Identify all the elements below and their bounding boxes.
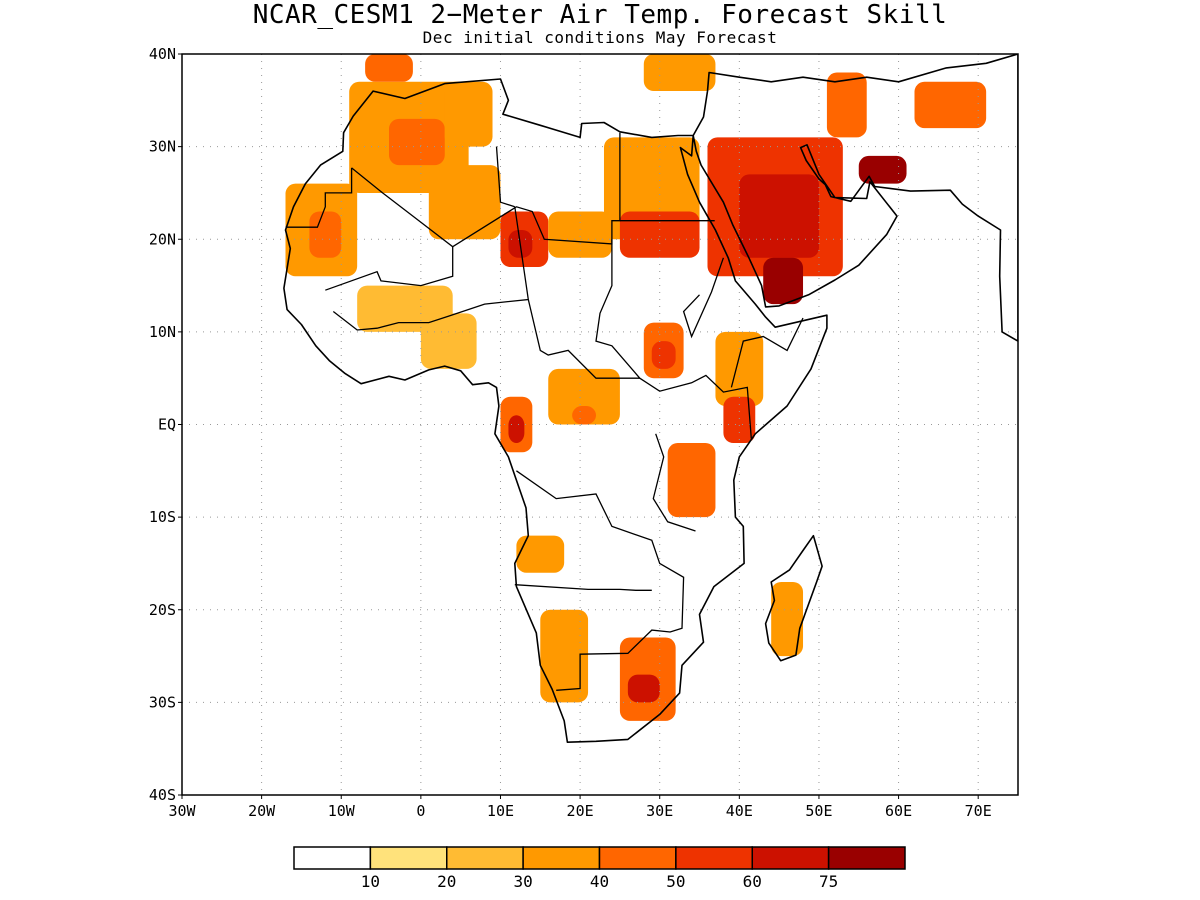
skill-region xyxy=(643,54,716,92)
country-border xyxy=(595,239,752,439)
coastlines xyxy=(283,54,1018,743)
country-border xyxy=(332,206,530,331)
skill-region xyxy=(763,257,804,305)
colorbar-label: 75 xyxy=(819,872,838,891)
colorbar-label: 50 xyxy=(666,872,685,891)
country-border xyxy=(285,167,353,228)
lat-tick-label: 10N xyxy=(149,323,176,341)
skill-region xyxy=(723,396,756,444)
skill-region xyxy=(651,341,676,369)
lat-tick-label: 30N xyxy=(149,138,176,156)
skill-region xyxy=(508,415,525,444)
country-border xyxy=(514,584,652,591)
country-border xyxy=(516,470,685,691)
colorbar-swatch xyxy=(293,846,372,870)
skill-region xyxy=(627,674,660,703)
colorbar-label: 40 xyxy=(590,872,609,891)
skill-region xyxy=(389,118,445,166)
skill-region xyxy=(771,581,804,657)
country-border xyxy=(652,433,696,532)
lon-tick-label: 60E xyxy=(885,802,912,820)
lon-tick-label: 20E xyxy=(567,802,594,820)
lat-tick-label: 20N xyxy=(149,230,176,248)
lon-tick-label: 50E xyxy=(805,802,832,820)
skill-region xyxy=(444,81,493,147)
skill-region xyxy=(548,368,620,425)
madagascar-coastline xyxy=(764,534,823,662)
colorbar-swatch xyxy=(446,846,524,870)
colorbar-swatch xyxy=(369,846,448,870)
skill-region xyxy=(667,443,716,518)
latitude-tick-labels: 40N 30N 20N 10N EQ 10S 20S 30S 40S xyxy=(149,45,182,804)
colorbar-swatch xyxy=(598,846,677,870)
skill-region xyxy=(619,211,700,258)
lat-tick-label: 20S xyxy=(149,601,176,619)
skill-region xyxy=(516,535,565,573)
lat-tick-label: 40N xyxy=(149,45,176,63)
colorbar-swatch xyxy=(751,846,830,870)
skill-region xyxy=(548,211,612,258)
colorbar-swatch xyxy=(522,846,601,870)
longitude-tick-labels: 30W 20W 10W 0 10E 20E 30E 40E 50E 60E 70E xyxy=(168,795,992,820)
colorbar-label: 10 xyxy=(361,872,380,891)
colorbar-swatch xyxy=(827,846,906,870)
country-border xyxy=(495,146,515,208)
skill-region xyxy=(540,609,589,703)
skill-region xyxy=(365,54,413,82)
skill-region xyxy=(914,81,987,129)
skill-region xyxy=(572,405,597,425)
lon-tick-label: 10E xyxy=(487,802,514,820)
lon-tick-label: 20W xyxy=(248,802,276,820)
country-border xyxy=(730,317,804,388)
colorbar-label: 60 xyxy=(743,872,762,891)
skill-region xyxy=(309,211,342,258)
skill-region xyxy=(739,174,819,258)
arabia-coastline xyxy=(692,54,1018,342)
colorbar-label: 30 xyxy=(513,872,532,891)
lon-tick-label: 30W xyxy=(168,802,196,820)
country-border xyxy=(452,132,621,248)
lon-tick-label: 30E xyxy=(646,802,673,820)
skill-shading xyxy=(285,54,987,721)
skill-region xyxy=(428,165,501,240)
colorbar: 10 20 30 40 50 60 75 xyxy=(293,846,906,891)
lat-tick-label: 40S xyxy=(149,786,176,804)
skill-region xyxy=(858,155,907,184)
lon-tick-label: 0 xyxy=(416,802,425,820)
lon-tick-label: 70E xyxy=(965,802,992,820)
skill-region xyxy=(420,313,477,369)
skill-region xyxy=(826,72,867,138)
lat-tick-label: 30S xyxy=(149,693,176,711)
colorbar-label: 20 xyxy=(437,872,456,891)
map-subtitle: Dec initial conditions May Forecast xyxy=(422,28,778,47)
country-border xyxy=(682,257,725,339)
lat-tick-label: EQ xyxy=(158,416,176,434)
country-border xyxy=(527,299,640,379)
map-title: NCAR_CESM1 2−Meter Air Temp. Forecast Sk… xyxy=(252,0,948,30)
skill-region xyxy=(715,331,764,406)
lat-tick-label: 10S xyxy=(149,508,176,526)
colorbar-swatch xyxy=(675,846,753,870)
lon-tick-label: 40E xyxy=(726,802,753,820)
lon-tick-label: 10W xyxy=(328,802,356,820)
country-border xyxy=(325,167,454,291)
